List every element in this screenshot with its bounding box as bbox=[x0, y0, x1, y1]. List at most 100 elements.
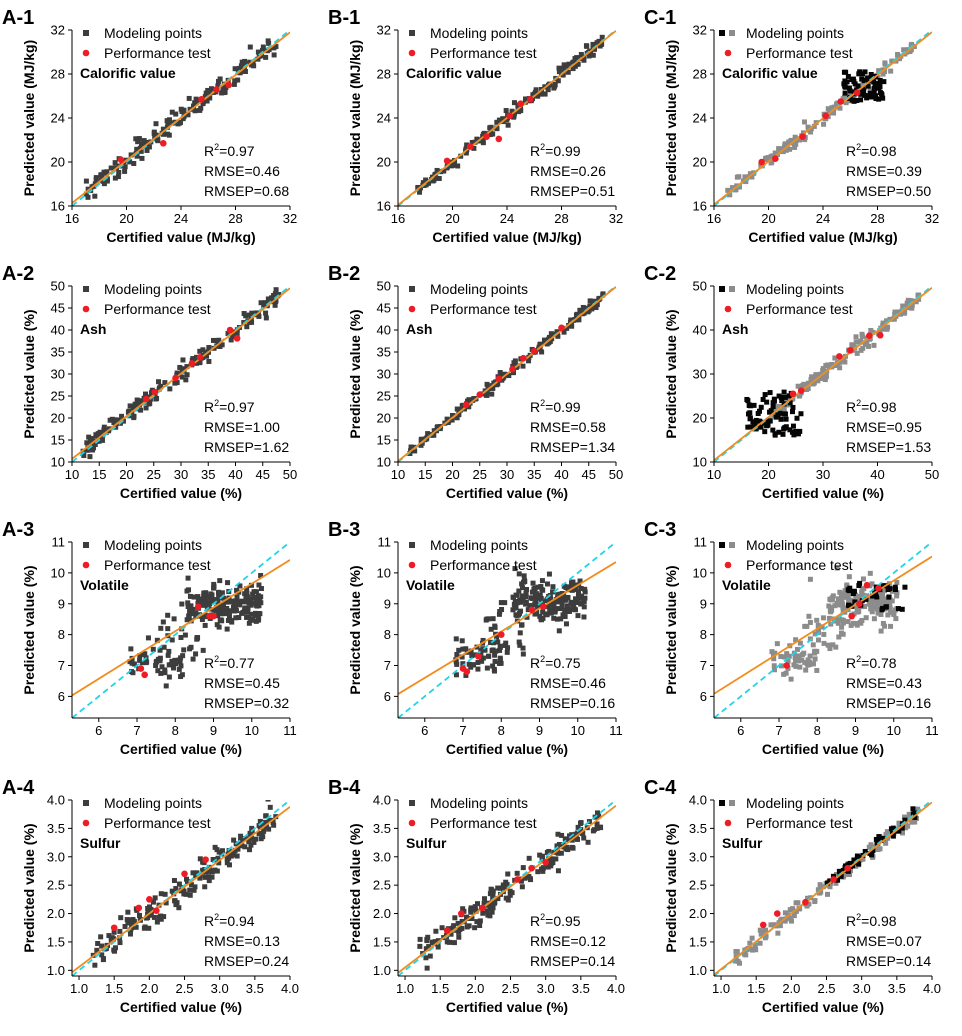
modeling-point bbox=[264, 824, 270, 830]
modeling-point bbox=[117, 928, 123, 934]
x-tick-label: 20 bbox=[445, 467, 459, 482]
performance-test-point bbox=[110, 924, 118, 932]
modeling-point bbox=[464, 914, 470, 920]
modeling-point bbox=[158, 670, 164, 676]
x-axis-title: Certified value (%) bbox=[120, 485, 242, 501]
modeling-point bbox=[839, 624, 845, 630]
modeling-point bbox=[867, 86, 873, 92]
modeling-point bbox=[490, 663, 496, 669]
modeling-point bbox=[178, 106, 184, 112]
legend-test-label: Performance test bbox=[746, 301, 853, 317]
modeling-point bbox=[812, 656, 818, 662]
modeling-point bbox=[217, 603, 223, 609]
modeling-point bbox=[488, 901, 494, 907]
modeling-point bbox=[484, 908, 490, 914]
modeling-point bbox=[537, 602, 543, 608]
x-tick-label: 6 bbox=[421, 723, 428, 738]
modeling-point bbox=[449, 417, 455, 423]
x-tick-label: 3.0 bbox=[537, 981, 555, 996]
legend-test-label: Performance test bbox=[430, 815, 537, 831]
modeling-point bbox=[180, 653, 186, 659]
modeling-point bbox=[732, 958, 738, 964]
modeling-point bbox=[816, 637, 822, 643]
x-tick-label: 16 bbox=[391, 211, 405, 226]
y-tick-label: 3.0 bbox=[373, 849, 391, 864]
performance-test-point bbox=[875, 585, 882, 592]
modeling-point bbox=[231, 852, 237, 858]
modeling-point bbox=[561, 329, 567, 335]
modeling-point bbox=[188, 882, 194, 888]
modeling-point bbox=[537, 852, 543, 858]
modeling-point bbox=[451, 940, 457, 946]
modeling-point bbox=[208, 86, 214, 92]
legend-modeling-label: Modeling points bbox=[430, 25, 528, 41]
modeling-point bbox=[255, 615, 261, 621]
modeling-point bbox=[112, 160, 118, 166]
modeling-point bbox=[802, 659, 808, 665]
y-tick-label: 6 bbox=[700, 689, 707, 704]
legend-test-label: Performance test bbox=[104, 45, 211, 61]
modeling-point bbox=[909, 819, 915, 825]
modeling-point bbox=[191, 103, 197, 109]
plot-data bbox=[72, 286, 290, 462]
modeling-point bbox=[862, 78, 868, 84]
modeling-point bbox=[200, 101, 206, 107]
modeling-point bbox=[232, 66, 238, 72]
modeling-point bbox=[864, 593, 870, 599]
modeling-point bbox=[903, 825, 909, 831]
modeling-point bbox=[163, 900, 169, 906]
legend-modeling-marker bbox=[83, 286, 89, 292]
property-title: Sulfur bbox=[722, 835, 763, 851]
x-tick-label: 24 bbox=[174, 211, 188, 226]
modeling-point bbox=[150, 646, 156, 652]
rmse-stat: RMSE=0.13 bbox=[204, 933, 280, 949]
modeling-point bbox=[752, 942, 758, 948]
performance-test-point bbox=[226, 326, 234, 334]
modeling-point bbox=[758, 404, 764, 410]
modeling-point bbox=[577, 578, 583, 584]
ideal-line bbox=[72, 800, 290, 976]
modeling-point bbox=[501, 371, 507, 377]
modeling-point bbox=[99, 952, 105, 958]
modeling-point bbox=[176, 905, 182, 911]
modeling-point bbox=[228, 608, 234, 614]
modeling-point bbox=[256, 582, 262, 588]
modeling-point bbox=[815, 622, 821, 628]
rmsep-stat: RMSEP=0.32 bbox=[204, 695, 289, 711]
modeling-point bbox=[183, 891, 189, 897]
modeling-point bbox=[561, 65, 567, 71]
modeling-point bbox=[132, 401, 138, 407]
modeling-point bbox=[172, 657, 178, 663]
modeling-point bbox=[207, 95, 213, 101]
modeling-point bbox=[190, 870, 196, 876]
x-tick-label: 45 bbox=[582, 467, 596, 482]
modeling-point bbox=[860, 82, 866, 88]
modeling-point bbox=[408, 444, 414, 450]
modeling-point bbox=[463, 646, 469, 652]
modeling-point bbox=[860, 593, 866, 599]
modeling-point bbox=[200, 867, 206, 873]
modeling-point bbox=[763, 927, 769, 933]
modeling-point bbox=[590, 52, 596, 58]
modeling-point bbox=[199, 602, 205, 608]
modeling-point bbox=[505, 122, 511, 128]
modeling-point bbox=[251, 589, 257, 595]
modeling-point bbox=[877, 77, 883, 83]
x-tick-label: 3.5 bbox=[888, 981, 906, 996]
modeling-point bbox=[439, 925, 445, 931]
modeling-point bbox=[450, 162, 456, 168]
plot-data bbox=[398, 800, 616, 976]
property-title: Calorific value bbox=[80, 65, 176, 81]
modeling-point bbox=[880, 620, 886, 626]
modeling-point bbox=[909, 305, 915, 311]
performance-test-point bbox=[846, 346, 854, 354]
y-tick-label: 2.0 bbox=[373, 906, 391, 921]
modeling-point bbox=[179, 374, 185, 380]
modeling-point bbox=[839, 596, 845, 602]
modeling-point bbox=[824, 880, 830, 886]
modeling-point bbox=[782, 918, 788, 924]
modeling-point bbox=[469, 653, 475, 659]
modeling-point bbox=[546, 848, 552, 854]
modeling-point bbox=[490, 895, 496, 901]
